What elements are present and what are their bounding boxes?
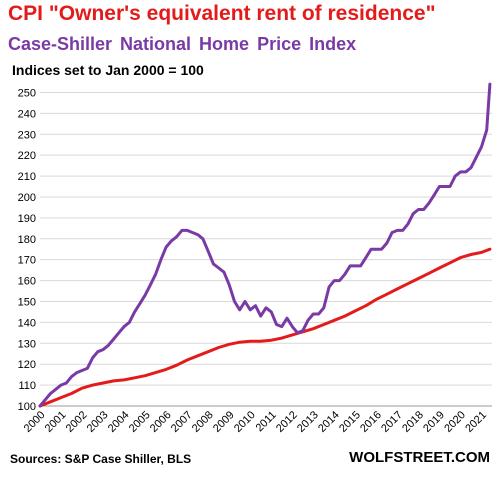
x-tick-label: 2021 (463, 409, 489, 435)
y-tick-label: 160 (18, 276, 36, 288)
chart-subtitle: Case-Shiller National Home Price Index (8, 34, 357, 54)
y-axis-labels: 100 110 120 130 140 150 160 170 180 190 200 210 220 2… (18, 87, 36, 413)
x-tick-label: 2003 (85, 409, 111, 435)
grid-layer (40, 91, 492, 386)
x-tick-label: 2019 (421, 409, 447, 435)
index-note: Indices set to Jan 2000 = 100 (12, 62, 204, 78)
y-tick-label: 210 (18, 171, 36, 183)
y-tick-label: 240 (18, 108, 36, 120)
y-tick-label: 140 (18, 317, 36, 329)
y-tick-label: 190 (18, 213, 36, 225)
x-tick-label: 2004 (106, 409, 132, 435)
y-tick-label: 120 (18, 359, 36, 371)
oer-series-line (38, 247, 492, 408)
series-layer (38, 82, 492, 408)
x-tick-label: 2012 (274, 409, 300, 435)
x-tick-label: 2001 (43, 409, 69, 435)
y-tick-label: 250 (18, 87, 36, 99)
x-tick-label: 2014 (316, 409, 342, 435)
x-tick-label: 2002 (64, 409, 90, 435)
x-tick-label: 2008 (190, 409, 216, 435)
y-tick-label: 170 (18, 255, 36, 267)
y-tick-label: 220 (18, 150, 36, 162)
chart-title: CPI "Owner's equivalent rent of residenc… (8, 2, 436, 25)
y-tick-label: 130 (18, 338, 36, 350)
y-tick-label: 150 (18, 296, 36, 308)
x-tick-label: 2006 (148, 409, 174, 435)
y-tick-label: 110 (18, 380, 36, 392)
x-tick-label: 2017 (379, 409, 405, 435)
y-tick-label: 100 (18, 401, 36, 413)
x-tick-label: 2020 (442, 409, 468, 435)
source-note: Sources: S&P Case Shiller, BLS (10, 452, 192, 466)
x-tick-label: 2010 (232, 409, 258, 435)
x-tick-label: 2005 (127, 409, 153, 435)
x-tick-label: 2018 (400, 409, 426, 435)
y-tick-label: 230 (18, 129, 36, 141)
x-tick-label: 2016 (358, 409, 384, 435)
x-tick-label: 2009 (211, 409, 237, 435)
x-tick-label: 2015 (337, 409, 363, 435)
case-shiller-series-line (38, 82, 492, 408)
x-tick-label: 2013 (295, 409, 321, 435)
x-tick-label: 2007 (169, 409, 195, 435)
x-tick-label: 2011 (254, 409, 279, 434)
brand-label: WOLFSTREET.COM (349, 449, 490, 466)
x-axis-labels: 2000200120022003200420052006200720082009… (22, 409, 489, 435)
y-tick-label: 200 (18, 192, 36, 204)
y-tick-label: 180 (18, 234, 36, 246)
